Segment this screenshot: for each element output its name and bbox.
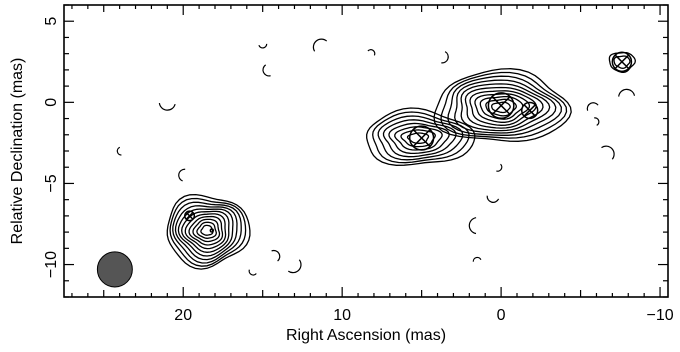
contour-lobe-southeast-3: [174, 205, 238, 261]
contour-lobe-southeast-7: [188, 215, 224, 246]
noise-contour-9: [496, 163, 503, 172]
x-tick-label-1: 10: [333, 307, 351, 324]
contour-jet-knot-east-4: [388, 122, 450, 155]
contour-core-1: [440, 71, 568, 139]
noise-contour-7: [586, 102, 599, 111]
x-tick-label-2: 0: [497, 307, 506, 324]
noise-contour-2: [312, 38, 328, 52]
contour-core-10: [491, 101, 511, 114]
contour-core-7: [474, 93, 531, 123]
contour-lobe-southeast-10: [200, 224, 214, 236]
noise-contour-5: [158, 102, 176, 111]
noise-contour-15: [248, 269, 257, 276]
model-cross-b-5: [614, 54, 630, 70]
contour-lobe-southeast-8: [192, 218, 221, 243]
y-tick-label-1: 0: [43, 98, 60, 107]
model-components: [184, 51, 633, 233]
y-tick-label-2: −5: [43, 174, 60, 192]
y-axis-ticks: 5 0 −5 −10: [43, 4, 668, 298]
x-tick-label-3: −10: [646, 307, 673, 324]
contour-lobe-southeast-4: [177, 208, 234, 257]
x-tick-label-0: 20: [174, 307, 192, 324]
noise-contour-8: [601, 145, 615, 160]
noise-contour-17: [618, 88, 636, 97]
beam-ellipse: [96, 251, 133, 288]
model-component-4: [209, 228, 215, 233]
contour-core-2: [447, 75, 562, 136]
contour-lobe-southeast-2: [172, 201, 242, 264]
model-component-1: [521, 101, 539, 120]
noise-contour-18: [594, 117, 600, 126]
contour-lobe-southeast-6: [184, 213, 227, 250]
contour-knot-west-0: [608, 51, 636, 73]
noise-contour-12: [472, 256, 482, 262]
contour-core-4: [460, 83, 551, 132]
model-component-5: [611, 51, 633, 73]
noise-contour-10: [486, 195, 500, 203]
noise-contour-4: [441, 51, 449, 64]
noise-contour-16: [178, 168, 186, 182]
model-component-3: [184, 210, 196, 222]
model-cross-b-3: [185, 211, 194, 220]
noise-contour-13: [271, 249, 281, 262]
contour-jet-knot-east-1: [372, 111, 470, 164]
contour-layer: [166, 51, 636, 270]
model-cross-b-1: [523, 104, 536, 117]
x-axis-ticks: 20 10 0 −10: [71, 5, 674, 324]
contour-jet-knot-east-2: [377, 115, 464, 161]
y-tick-label-3: −10: [43, 251, 60, 278]
contour-core-5: [464, 86, 544, 129]
noise-contour-1: [262, 64, 271, 77]
contour-knot-west-1: [613, 55, 631, 69]
contour-lobe-southeast-5: [181, 210, 230, 253]
model-component-2: [408, 125, 435, 151]
noise-contour-14: [287, 259, 302, 274]
model-component-0: [487, 92, 515, 120]
noise-contour-6: [116, 146, 122, 156]
noise-contour-0: [258, 43, 268, 49]
contour-jet-knot-east-0: [366, 107, 476, 166]
noise-contours: [116, 38, 636, 276]
y-tick-label-0: 5: [43, 17, 60, 26]
beam-shape: [96, 251, 133, 288]
contour-jet-knot-east-6: [400, 129, 436, 148]
contour-jet-knot-east-7: [406, 132, 430, 144]
model-cross-b-0: [491, 96, 511, 116]
contour-lobe-southeast-0: [166, 193, 251, 270]
contour-core-6: [469, 90, 537, 126]
contour-jet-knot-east-3: [382, 119, 457, 158]
model-cross-b-2: [412, 129, 431, 147]
noise-contour-3: [367, 49, 376, 56]
contour-core-0: [433, 68, 572, 142]
noise-contour-11: [468, 217, 477, 235]
contour-core-3: [454, 79, 557, 134]
contour-lobe-southeast-1: [169, 197, 247, 267]
x-axis-label: Right Ascension (mas): [286, 327, 446, 344]
plot-frame: [63, 4, 669, 298]
contour-lobe-southeast-9: [196, 221, 217, 239]
y-axis-label: Relative Declination (mas): [9, 58, 26, 245]
